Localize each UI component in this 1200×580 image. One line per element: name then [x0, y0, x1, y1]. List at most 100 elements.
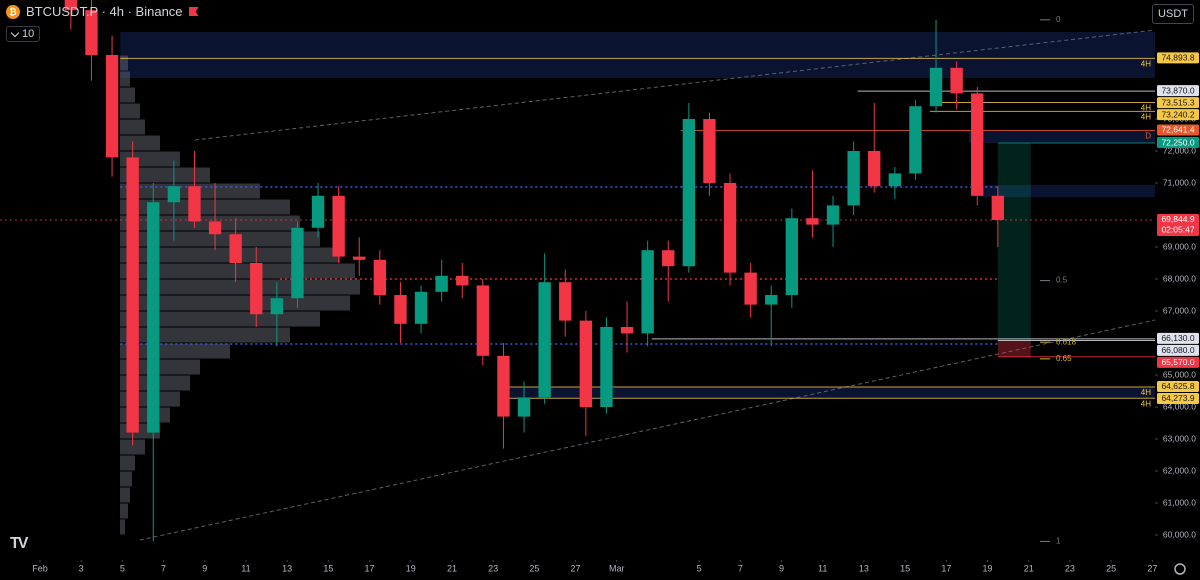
- price-tag: 66,080.0: [1157, 344, 1199, 356]
- price-tag-label: 66,130.0: [1161, 333, 1194, 343]
- x-tick-label: 7: [161, 563, 166, 573]
- volume-bar: [120, 55, 128, 71]
- candle-body: [600, 327, 613, 408]
- price-tag-label: 72,641.4: [1161, 125, 1194, 135]
- candle-body: [414, 291, 428, 324]
- symbol-title: BTCUSDT.P · 4h · Binance: [26, 4, 183, 19]
- trendline: [139, 319, 1156, 541]
- price-tag-box: [1157, 109, 1199, 121]
- x-tick-label: 13: [282, 563, 292, 573]
- candle-body: [188, 186, 201, 222]
- candle-body: [538, 282, 551, 398]
- candle-body: [806, 218, 819, 225]
- logo: TV: [10, 535, 29, 552]
- timeframe-label: 4H: [1141, 399, 1151, 408]
- candle-body: [105, 55, 119, 158]
- x-tick-label: 9: [202, 563, 207, 573]
- candle-body: [476, 285, 490, 356]
- candle-body: [229, 234, 242, 264]
- y-tick-label: 68,000.0: [1163, 273, 1196, 283]
- price-tag-box: [1157, 124, 1199, 136]
- x-tick-label: Feb: [32, 563, 48, 573]
- timeframe-label: 4H: [1141, 112, 1151, 121]
- price-tag: 69,844.902:05:47: [1157, 213, 1199, 236]
- price-tag-label: 64,625.8: [1161, 381, 1194, 391]
- settings-icon[interactable]: [1174, 563, 1186, 575]
- candle-body: [723, 183, 737, 273]
- candle-body: [662, 250, 675, 267]
- price-tag: 72,250.0: [1157, 137, 1199, 149]
- price-tag-label: 73,240.2: [1161, 109, 1194, 119]
- price-tag-box: [1157, 97, 1199, 109]
- y-tick-label: 71,000.0: [1163, 177, 1196, 187]
- x-tick-label: 19: [406, 563, 416, 573]
- volume-bar: [120, 455, 135, 471]
- volume-bar: [120, 71, 130, 87]
- price-tag-box: [1157, 356, 1199, 368]
- candle-body: [291, 227, 304, 299]
- y-tick-label: 61,000.0: [1163, 497, 1196, 507]
- x-tick-label: 9: [779, 563, 784, 573]
- x-tick-label: 15: [900, 563, 910, 573]
- x-tick-label: 27: [571, 563, 581, 573]
- price-tag: 72,641.4: [1157, 124, 1199, 136]
- candle-body: [311, 195, 325, 228]
- price-tag-label: 69,844.9: [1161, 214, 1194, 224]
- candle-body: [332, 195, 345, 257]
- price-tag-box: [1157, 52, 1199, 64]
- y-tick-label: 63,000.0: [1163, 433, 1196, 443]
- x-tick-label: 15: [323, 563, 333, 573]
- currency-button[interactable]: USDT: [1152, 4, 1194, 24]
- y-tick-label: 69,000.0: [1163, 241, 1196, 251]
- volume-bar: [120, 199, 290, 215]
- x-tick-label: 23: [1065, 563, 1075, 573]
- candle-body: [373, 259, 387, 296]
- indicator-toggle[interactable]: 10: [6, 26, 41, 42]
- candle-body: [826, 205, 840, 225]
- candle-body: [126, 157, 139, 433]
- price-tag-label: 65,570.0: [1161, 357, 1194, 367]
- volume-bar: [120, 439, 145, 455]
- candle-body: [888, 173, 902, 187]
- price-tag-box: [1157, 392, 1199, 404]
- price-tag: 74,893.8: [1157, 52, 1199, 64]
- x-tick-label: 19: [983, 563, 993, 573]
- x-tick-label: 11: [818, 563, 827, 573]
- y-tick-label: 64,000.0: [1163, 401, 1196, 411]
- candle-body: [85, 10, 98, 56]
- candle-body: [765, 295, 778, 305]
- candle-body: [147, 202, 160, 433]
- position-stop: [997, 340, 1031, 357]
- symbol-header: ₿ BTCUSDT.P · 4h · Binance: [6, 4, 199, 19]
- volume-bar: [120, 487, 130, 503]
- coin-icon: ₿: [6, 4, 20, 19]
- y-tick-label: 62,000.0: [1163, 465, 1196, 475]
- zone: [968, 130, 1155, 144]
- candle-body: [847, 151, 860, 206]
- candle-body: [620, 327, 634, 334]
- volume-bar: [120, 295, 350, 311]
- price-tag-label: 73,870.0: [1161, 85, 1194, 95]
- timeframe-label: D: [1145, 132, 1151, 141]
- fib-label: 0.5: [1056, 276, 1068, 285]
- fib-label: 1: [1056, 537, 1061, 546]
- candle-body: [641, 250, 654, 334]
- x-tick-label: 5: [697, 563, 702, 573]
- candle-body: [167, 186, 181, 203]
- flag-icon: [188, 7, 199, 16]
- zone: [505, 386, 1155, 399]
- zone: [120, 31, 1155, 79]
- volume-bar: [120, 327, 290, 343]
- y-tick-label: 65,000.0: [1163, 369, 1196, 379]
- price-tag-box: [1157, 137, 1199, 149]
- price-tag-box: [1157, 344, 1199, 356]
- price-tag-box: [1157, 332, 1199, 344]
- indicator-count: 10: [22, 28, 35, 40]
- candle-body: [394, 295, 407, 324]
- price-tag: 64,625.8: [1157, 380, 1199, 392]
- x-tick-label: 25: [529, 563, 539, 573]
- price-tag: 64,273.9: [1157, 392, 1199, 404]
- candle-body: [559, 282, 572, 321]
- timeframe-label: 4H: [1141, 104, 1151, 113]
